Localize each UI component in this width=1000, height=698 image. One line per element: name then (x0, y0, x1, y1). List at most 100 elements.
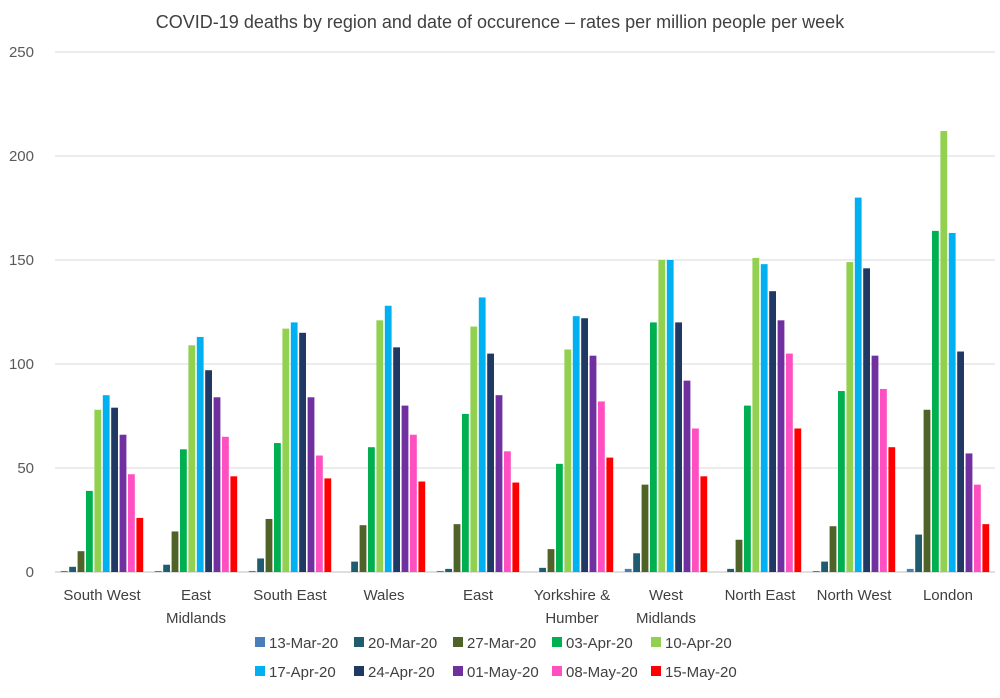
bar-03-Apr-20 (838, 391, 845, 572)
bar-10-Apr-20 (940, 131, 948, 573)
bar-08-May-20 (504, 451, 511, 572)
bar-27-Mar-20 (641, 484, 649, 572)
legend-swatch (651, 666, 661, 676)
bar-10-Apr-20 (752, 257, 760, 572)
bar-24-Apr-20 (393, 347, 400, 572)
bar-08-May-20 (974, 484, 981, 572)
legend-item: 20-Mar-20 (354, 635, 437, 652)
bar-17-Apr-20 (196, 336, 204, 572)
legend-item: 10-Apr-20 (651, 635, 732, 652)
bar-15-May-20 (230, 476, 238, 572)
legend-item: 13-Mar-20 (255, 635, 338, 652)
bar-01-May-20 (307, 397, 315, 572)
bar-15-May-20 (794, 428, 802, 572)
bar-15-May-20 (418, 481, 426, 572)
bar-15-May-20 (324, 478, 332, 572)
legend-label: 03-Apr-20 (566, 635, 633, 652)
legend-item: 27-Mar-20 (453, 635, 536, 652)
bar-15-May-20 (606, 457, 614, 572)
bar-08-May-20 (692, 428, 699, 572)
category-label: North West (817, 587, 893, 604)
legend-label: 24-Apr-20 (368, 664, 435, 681)
bar-20-Mar-20 (821, 561, 828, 572)
y-tick-label: 50 (17, 460, 34, 477)
bar-17-Apr-20 (290, 322, 298, 572)
category-label: East (181, 587, 212, 604)
bar-10-Apr-20 (846, 262, 854, 572)
bar-15-May-20 (982, 524, 990, 572)
bar-10-Apr-20 (470, 326, 478, 572)
y-tick-label: 150 (9, 252, 34, 269)
bar-20-Mar-20 (69, 566, 76, 572)
bar-01-May-20 (401, 405, 409, 572)
bar-08-May-20 (128, 474, 135, 572)
bar-20-Mar-20 (915, 534, 922, 572)
legend-label: 10-Apr-20 (665, 635, 732, 652)
bar-27-Mar-20 (829, 526, 837, 572)
bar-24-Apr-20 (581, 318, 588, 572)
bar-20-Mar-20 (445, 568, 452, 572)
category-label: East (463, 587, 494, 604)
category-label: Yorkshire & (534, 587, 610, 604)
category-label: Humber (545, 610, 598, 627)
legend-swatch (354, 637, 364, 647)
y-tick-label: 100 (9, 356, 34, 373)
bar-24-Apr-20 (675, 322, 682, 572)
bar-10-Apr-20 (188, 345, 196, 572)
bar-10-Apr-20 (564, 349, 572, 572)
legend-swatch (453, 637, 463, 647)
bar-03-Apr-20 (650, 322, 657, 572)
bar-15-May-20 (512, 482, 520, 572)
bar-20-Mar-20 (727, 568, 734, 572)
category-label: Midlands (636, 610, 696, 627)
legend-swatch (255, 666, 265, 676)
legend-item: 15-May-20 (651, 664, 737, 681)
bar-17-Apr-20 (854, 197, 862, 572)
bar-15-May-20 (888, 447, 896, 572)
bar-27-Mar-20 (77, 551, 85, 572)
bar-17-Apr-20 (572, 316, 580, 572)
bar-24-Apr-20 (111, 407, 118, 572)
bar-03-Apr-20 (86, 490, 93, 572)
bar-20-Mar-20 (257, 558, 264, 572)
legend-label: 13-Mar-20 (269, 635, 338, 652)
bar-15-May-20 (136, 517, 144, 572)
y-tick-label: 200 (9, 148, 34, 165)
bar-08-May-20 (222, 436, 229, 572)
legend-label: 27-Mar-20 (467, 635, 536, 652)
category-label: North East (725, 587, 797, 604)
bar-08-May-20 (598, 401, 605, 572)
legend-label: 20-Mar-20 (368, 635, 437, 652)
bar-17-Apr-20 (760, 264, 768, 572)
bar-03-Apr-20 (744, 405, 751, 572)
category-label: South East (253, 587, 327, 604)
bar-24-Apr-20 (957, 351, 964, 572)
bar-13-Mar-20 (248, 570, 256, 572)
bar-13-Mar-20 (906, 568, 914, 572)
y-tick-label: 0 (26, 564, 34, 581)
bar-24-Apr-20 (487, 353, 494, 572)
bar-27-Mar-20 (735, 539, 743, 572)
bar-01-May-20 (589, 355, 597, 572)
bar-08-May-20 (880, 388, 887, 572)
legend-item: 24-Apr-20 (354, 664, 435, 681)
bar-03-Apr-20 (556, 463, 563, 572)
bar-10-Apr-20 (282, 328, 290, 572)
bar-01-May-20 (683, 380, 691, 572)
category-label: London (923, 587, 973, 604)
bar-01-May-20 (495, 395, 503, 572)
chart-title: COVID-19 deaths by region and date of oc… (156, 12, 845, 32)
legend-label: 08-May-20 (566, 664, 638, 681)
category-label: West (649, 587, 684, 604)
legend-item: 01-May-20 (453, 664, 539, 681)
bar-01-May-20 (777, 320, 785, 572)
bar-24-Apr-20 (769, 291, 776, 572)
bar-15-May-20 (700, 476, 708, 572)
legend-label: 17-Apr-20 (269, 664, 336, 681)
bar-01-May-20 (871, 355, 879, 572)
bar-20-Mar-20 (539, 567, 546, 572)
bar-10-Apr-20 (94, 409, 102, 572)
y-tick-label: 250 (9, 44, 34, 61)
category-label: South West (63, 587, 141, 604)
legend-swatch (651, 637, 661, 647)
